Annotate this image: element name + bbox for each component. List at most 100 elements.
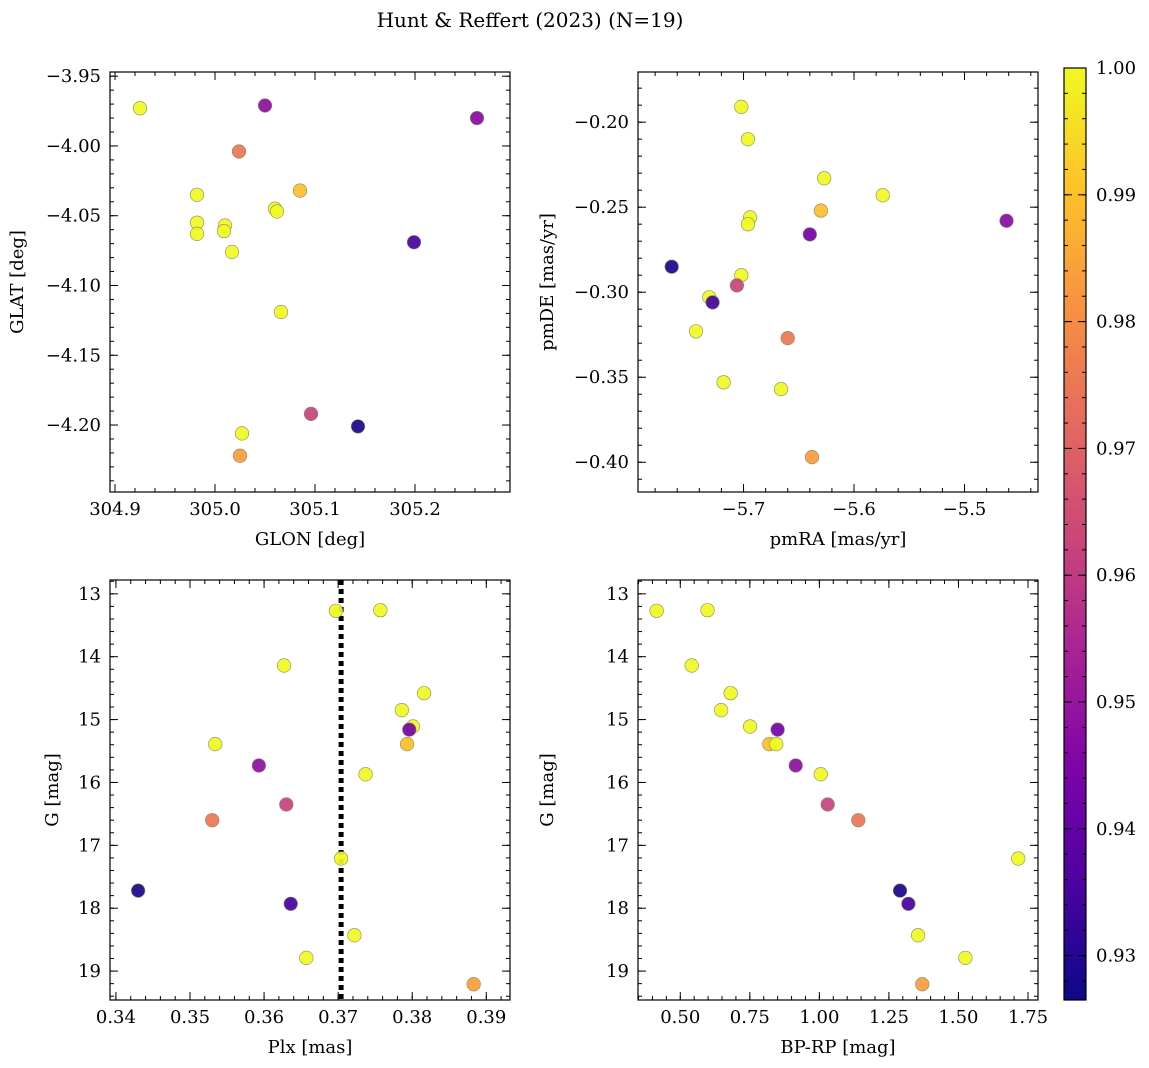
- colorbar-frame: [1063, 67, 1087, 1001]
- y-tick-label: 13: [606, 584, 629, 605]
- y-tick-label: −0.30: [574, 282, 629, 303]
- colorbar-tick-label: 0.94: [1096, 819, 1136, 840]
- y-tick-label: −0.20: [574, 112, 629, 133]
- x-tick-label: 0.50: [660, 1007, 700, 1028]
- x-tick-label: 0.36: [244, 1007, 284, 1028]
- scatter-point: [740, 217, 756, 232]
- scatter-point: [334, 851, 349, 866]
- scatter-point: [216, 223, 232, 239]
- y-tick-label: 15: [78, 710, 101, 731]
- scatter-point: [817, 171, 832, 186]
- tick-marks: [638, 580, 1038, 1000]
- scatter-point: [283, 896, 298, 911]
- scatter-point: [901, 896, 916, 911]
- x-tick-label: 0.38: [392, 1007, 432, 1028]
- y-tick-label: 18: [606, 898, 629, 919]
- colorbar-tick-label: 0.99: [1096, 185, 1136, 206]
- scatter-point: [740, 132, 756, 147]
- x-tick-label: 1.75: [1008, 1007, 1048, 1028]
- scatter-point: [688, 324, 704, 339]
- y-tick-label: 13: [78, 584, 101, 605]
- scatter-point: [269, 204, 285, 219]
- y-tick-label: −4.00: [46, 136, 101, 157]
- scatter-point: [373, 603, 388, 618]
- x-tick-label: 1.25: [869, 1007, 909, 1028]
- axes-frame: [637, 71, 1039, 493]
- scatter-point: [292, 183, 308, 198]
- scatter-point: [402, 722, 417, 737]
- y-tick-label: 19: [606, 961, 629, 982]
- scatter-point: [347, 928, 362, 943]
- scatter-point: [700, 603, 715, 618]
- scatter-points: [649, 603, 1026, 992]
- panel-bprp-g: 0.50 0.75 1.00 1.25 1.50 1.75 13 14 15 16 17 18 19 BP…: [537, 579, 1048, 1058]
- x-tick-label: 0.39: [466, 1007, 506, 1028]
- scatter-point: [416, 686, 432, 701]
- scatter-point: [224, 244, 240, 260]
- scatter-point: [257, 98, 273, 113]
- colorbar-tick-label: 0.95: [1096, 692, 1136, 713]
- scatter-point: [714, 703, 729, 718]
- scatter-point: [958, 950, 973, 965]
- tick-marks: [110, 72, 510, 492]
- y-tick-label: 16: [606, 772, 629, 793]
- scatter-point: [773, 382, 789, 397]
- x-tick-label: 0.37: [318, 1007, 358, 1028]
- scatter-point: [469, 110, 485, 126]
- scatter-point: [769, 737, 784, 752]
- panel-plx-g: 0.34 0.35 0.36 0.37 0.38 0.39 13 14 15 16 17 18 19 Pl…: [42, 579, 511, 1058]
- scatter-point: [466, 977, 481, 992]
- scatter-point: [770, 722, 785, 737]
- colorbar-tick-label: 0.93: [1096, 946, 1136, 967]
- x-tick-label: 0.34: [96, 1007, 136, 1028]
- scatter-point: [804, 450, 820, 465]
- y-tick-label: −4.15: [46, 345, 101, 366]
- scatter-point: [780, 331, 795, 346]
- y-tick-label: 15: [606, 710, 629, 731]
- x-tick-label: 305.2: [389, 499, 441, 520]
- scatter-point: [743, 719, 758, 734]
- scatter-point: [734, 99, 749, 114]
- scatter-point: [299, 950, 314, 965]
- scatter-point: [911, 928, 926, 943]
- colorbar-tick-label: 0.96: [1096, 565, 1136, 586]
- scatter-point: [705, 295, 720, 310]
- scatter-point: [131, 883, 146, 898]
- scatter-point: [189, 226, 205, 241]
- scatter-point: [394, 703, 409, 718]
- x-tick-label: −5.7: [722, 499, 766, 520]
- scatter-point: [132, 101, 148, 116]
- scatter-point: [358, 767, 373, 782]
- x-tick-label: 1.50: [938, 1007, 978, 1028]
- figure-title: Hunt & Reffert (2023) (N=19): [377, 8, 684, 32]
- y-tick-label: 16: [78, 772, 101, 793]
- y-tick-label: 14: [606, 647, 629, 668]
- x-tick-label: 0.35: [170, 1007, 210, 1028]
- x-axis-label: pmRA [mas/yr]: [770, 529, 907, 550]
- colorbar-gradient: [1064, 68, 1086, 1000]
- scatter-point: [350, 419, 366, 434]
- scatter-point: [208, 737, 223, 752]
- panel-pmra-pmde: −5.7 −5.6 −5.5 −0.20 −0.25 −0.30 −0.35 −0.40 pmR…: [537, 71, 1039, 550]
- panels: 304.9 305.0 305.1 305.2 −3.95 −4.00 −4.05 −4.10…: [7, 66, 1048, 1058]
- scatter-point: [328, 603, 344, 618]
- scatter-point: [664, 259, 679, 274]
- scatter-point: [999, 213, 1014, 228]
- scatter-point: [303, 406, 319, 421]
- scatter-point: [875, 188, 890, 203]
- tick-marks: [638, 72, 1038, 492]
- x-tick-label: 305.0: [189, 499, 241, 520]
- x-tick-label: 1.00: [799, 1007, 839, 1028]
- x-tick-label: −5.5: [943, 499, 987, 520]
- scatter-point: [251, 758, 266, 773]
- y-tick-label: −4.05: [46, 206, 101, 227]
- scatter-point: [716, 375, 731, 390]
- scatter-point: [231, 144, 247, 159]
- scatter-point: [234, 426, 250, 441]
- y-tick-label: −0.35: [574, 367, 629, 388]
- scatter-point: [729, 278, 744, 293]
- scatter-points: [131, 603, 481, 992]
- scatter-point: [649, 603, 664, 618]
- scatter-point: [820, 797, 835, 812]
- colorbar-tick-label: 0.97: [1096, 438, 1136, 459]
